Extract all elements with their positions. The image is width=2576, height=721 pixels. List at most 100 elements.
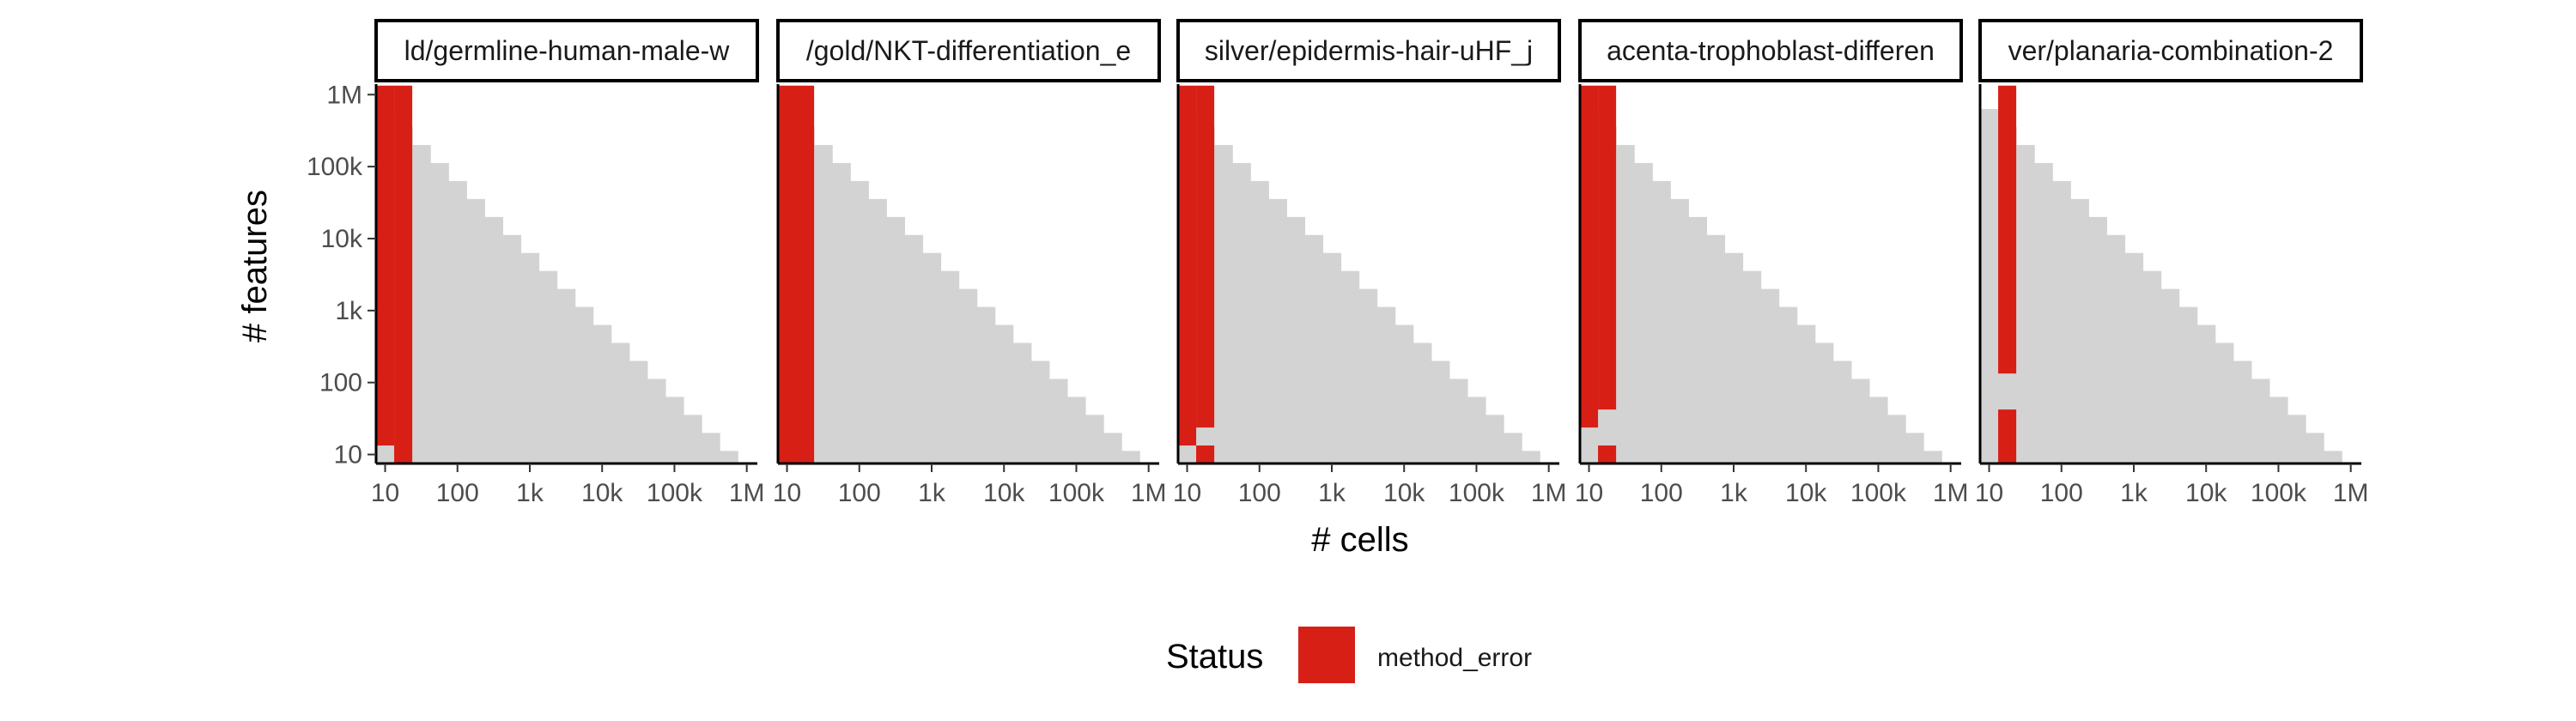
- x-tick-label: 100k: [1449, 479, 1505, 507]
- facet-strip: [776, 19, 1161, 82]
- x-tick-label: 1k: [918, 479, 946, 507]
- heatmap-cell-column: [1268, 198, 1287, 464]
- legend-label-method-error: method_error: [1377, 644, 1532, 672]
- heatmap-cell-column: [1868, 397, 1888, 464]
- heatmap-cell-method-error: [778, 85, 815, 464]
- heatmap-cell-column: [1742, 270, 1762, 464]
- heatmap-cell-column: [1796, 324, 1816, 464]
- heatmap-cell-column: [412, 144, 431, 464]
- heatmap-cell-column: [2142, 270, 2162, 464]
- heatmap-cell-column: [1923, 451, 1942, 464]
- heatmap-cell-column: [1103, 433, 1122, 464]
- heatmap-cell-method-error: [1580, 85, 1599, 428]
- facet-strip-label: silver/epidermis-hair-uHF_j: [1205, 35, 1533, 66]
- heatmap-cell-column: [2233, 360, 2252, 464]
- heatmap-cell-column: [1724, 252, 1744, 464]
- legend-swatch-method-error: [1298, 627, 1355, 683]
- heatmap-cell-method-error: [1178, 85, 1197, 446]
- y-tick-label: 100: [319, 369, 362, 397]
- heatmap-cell-column: [1066, 397, 1086, 464]
- heatmap-cell-method-error: [1196, 445, 1215, 464]
- y-axis: 10 100 1k 10k 100k 1M: [307, 81, 376, 470]
- heatmap-cell-column: [629, 360, 648, 464]
- heatmap-cell-column: [1634, 162, 1653, 464]
- x-tick-label: 10: [773, 479, 801, 507]
- heatmap-cell-column: [1084, 415, 1104, 464]
- heatmap-cell-column: [484, 216, 504, 464]
- heatmap-cell-column: [1214, 144, 1233, 464]
- facet-strip: [374, 19, 759, 82]
- heatmap-cell-column: [1431, 360, 1450, 464]
- heatmap-cell-method-error: [1598, 85, 1617, 410]
- heatmap-cell-column: [720, 451, 738, 464]
- heatmap-cell-column: [1522, 451, 1540, 464]
- heatmap-cell-column: [1286, 216, 1306, 464]
- heatmap-cell-column: [2178, 306, 2198, 464]
- x-tick-label: 100: [1238, 479, 1281, 507]
- x-tick-label: 100k: [2251, 479, 2307, 507]
- x-tick-label: 1M: [2333, 479, 2369, 507]
- heatmap-cell-column: [868, 198, 887, 464]
- heatmap-cell-column: [2034, 162, 2053, 464]
- heatmap-cell-column: [1886, 415, 1906, 464]
- x-tick-label: 1k: [1318, 479, 1346, 507]
- facet-strip-label: ld/germline-human-male-w: [404, 35, 731, 66]
- heatmap-cell-column: [958, 288, 978, 464]
- facet-strip-label: /gold/NKT-differentiation_e: [806, 35, 1131, 66]
- x-tick-label: 10k: [2185, 479, 2227, 507]
- heatmap-cell-column: [1832, 360, 1852, 464]
- heatmap-cell-column: [466, 198, 485, 464]
- heatmap-cell-column: [611, 342, 630, 464]
- heatmap-cell-column: [904, 234, 924, 464]
- heatmap-cell-column: [1616, 144, 1635, 464]
- heatmap-cell-column: [592, 324, 612, 464]
- heatmap-cell-column: [683, 415, 702, 464]
- x-tick-label: 100: [436, 479, 479, 507]
- heatmap-cell-column: [702, 433, 720, 464]
- facet-strip: [1176, 19, 1561, 82]
- heatmap-cell-column: [1814, 342, 1834, 464]
- heatmap-cell-column: [2160, 288, 2180, 464]
- heatmap-cell-column: [2124, 252, 2144, 464]
- heatmap-cell-column: [1030, 360, 1050, 464]
- heatmap-cell-column: [994, 324, 1014, 464]
- x-tick-label: 1k: [516, 479, 544, 507]
- heatmap-cell-column: [2251, 379, 2270, 464]
- heatmap-cells: [778, 85, 1140, 464]
- facet-strip: [1578, 19, 1963, 82]
- facet-panel: 10 100 1k 10k 100k 1M silver/epidermis-hair-uH…: [1173, 19, 1567, 507]
- legend: Status method_error: [1166, 627, 1532, 683]
- x-tick-label: 10: [1173, 479, 1201, 507]
- facet-strip: [1978, 19, 2363, 82]
- x-tick-label: 1M: [1933, 479, 1969, 507]
- heatmap-cell-column: [2070, 198, 2089, 464]
- heatmap-cell-column: [502, 234, 522, 464]
- heatmap-cell-column: [1121, 451, 1140, 464]
- facet-panel: 10 100 1k 10k 100k 1M/gold/NKT-differentiatio…: [773, 19, 1167, 507]
- heatmap-cell-method-error: [1196, 85, 1215, 428]
- x-tick-label: 10: [1975, 479, 2003, 507]
- x-axis-title: # cells: [1311, 521, 1408, 559]
- facet-strip-label: acenta-trophoblast-differen: [1607, 35, 1935, 66]
- heatmap-cell-column: [1652, 180, 1671, 464]
- facet-strip-label: ver/planaria-combination-2: [2008, 35, 2334, 66]
- x-tick-label: 10: [1575, 479, 1603, 507]
- heatmap-cell-method-error: [1998, 409, 2017, 464]
- y-tick-label: 100k: [307, 153, 363, 181]
- x-tick-label: 100: [2040, 479, 2083, 507]
- heatmap-cell-column: [556, 288, 576, 464]
- heatmap-cell-column: [1905, 433, 1924, 464]
- heatmap-cell-column: [2016, 144, 2035, 464]
- heatmap-cell-column: [665, 397, 684, 464]
- y-tick-label: 10: [334, 441, 362, 470]
- facet-panel: 10 100 1k 10k 100k 1M ver/planaria-combination…: [1975, 19, 2369, 507]
- heatmap-cell-column: [2052, 180, 2071, 464]
- heatmap-cell-column: [1012, 342, 1032, 464]
- x-tick-label: 100k: [647, 479, 703, 507]
- heatmap-cell-column: [1304, 234, 1324, 464]
- heatmap-cell-column: [1413, 342, 1432, 464]
- heatmap-cell-column: [1504, 433, 1522, 464]
- heatmap-cell-column: [574, 306, 594, 464]
